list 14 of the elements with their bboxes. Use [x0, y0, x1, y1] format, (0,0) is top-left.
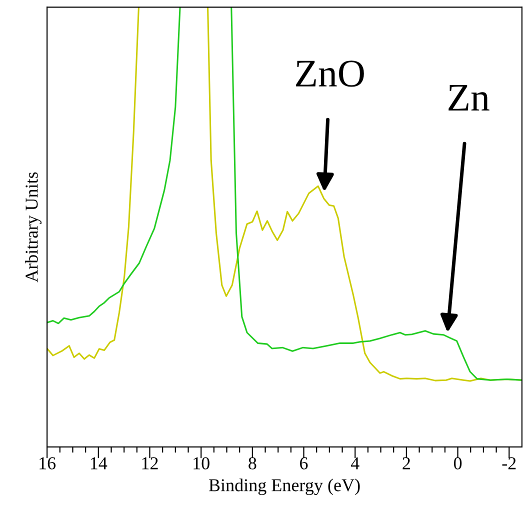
x-tick-label: 6	[300, 457, 308, 470]
x-tick-label: 16	[40, 457, 56, 470]
x-axis-title: Binding Energy (eV)	[208, 478, 360, 496]
x-tick-label: -2	[502, 457, 516, 470]
x-tick-label: 4	[350, 457, 360, 470]
annotation: Zn	[448, 84, 490, 110]
x-tick-label: 14	[90, 457, 108, 470]
x-tick-label: 0	[454, 457, 462, 470]
x-tick-label: 10	[194, 457, 210, 470]
y-axis-title: Arbitrary Units	[25, 172, 42, 282]
x-tick-label: 8	[248, 457, 256, 470]
x-tick-label: 12	[142, 457, 158, 470]
x-tick-label: 2	[402, 457, 410, 470]
annotation: ZnO	[296, 60, 364, 87]
